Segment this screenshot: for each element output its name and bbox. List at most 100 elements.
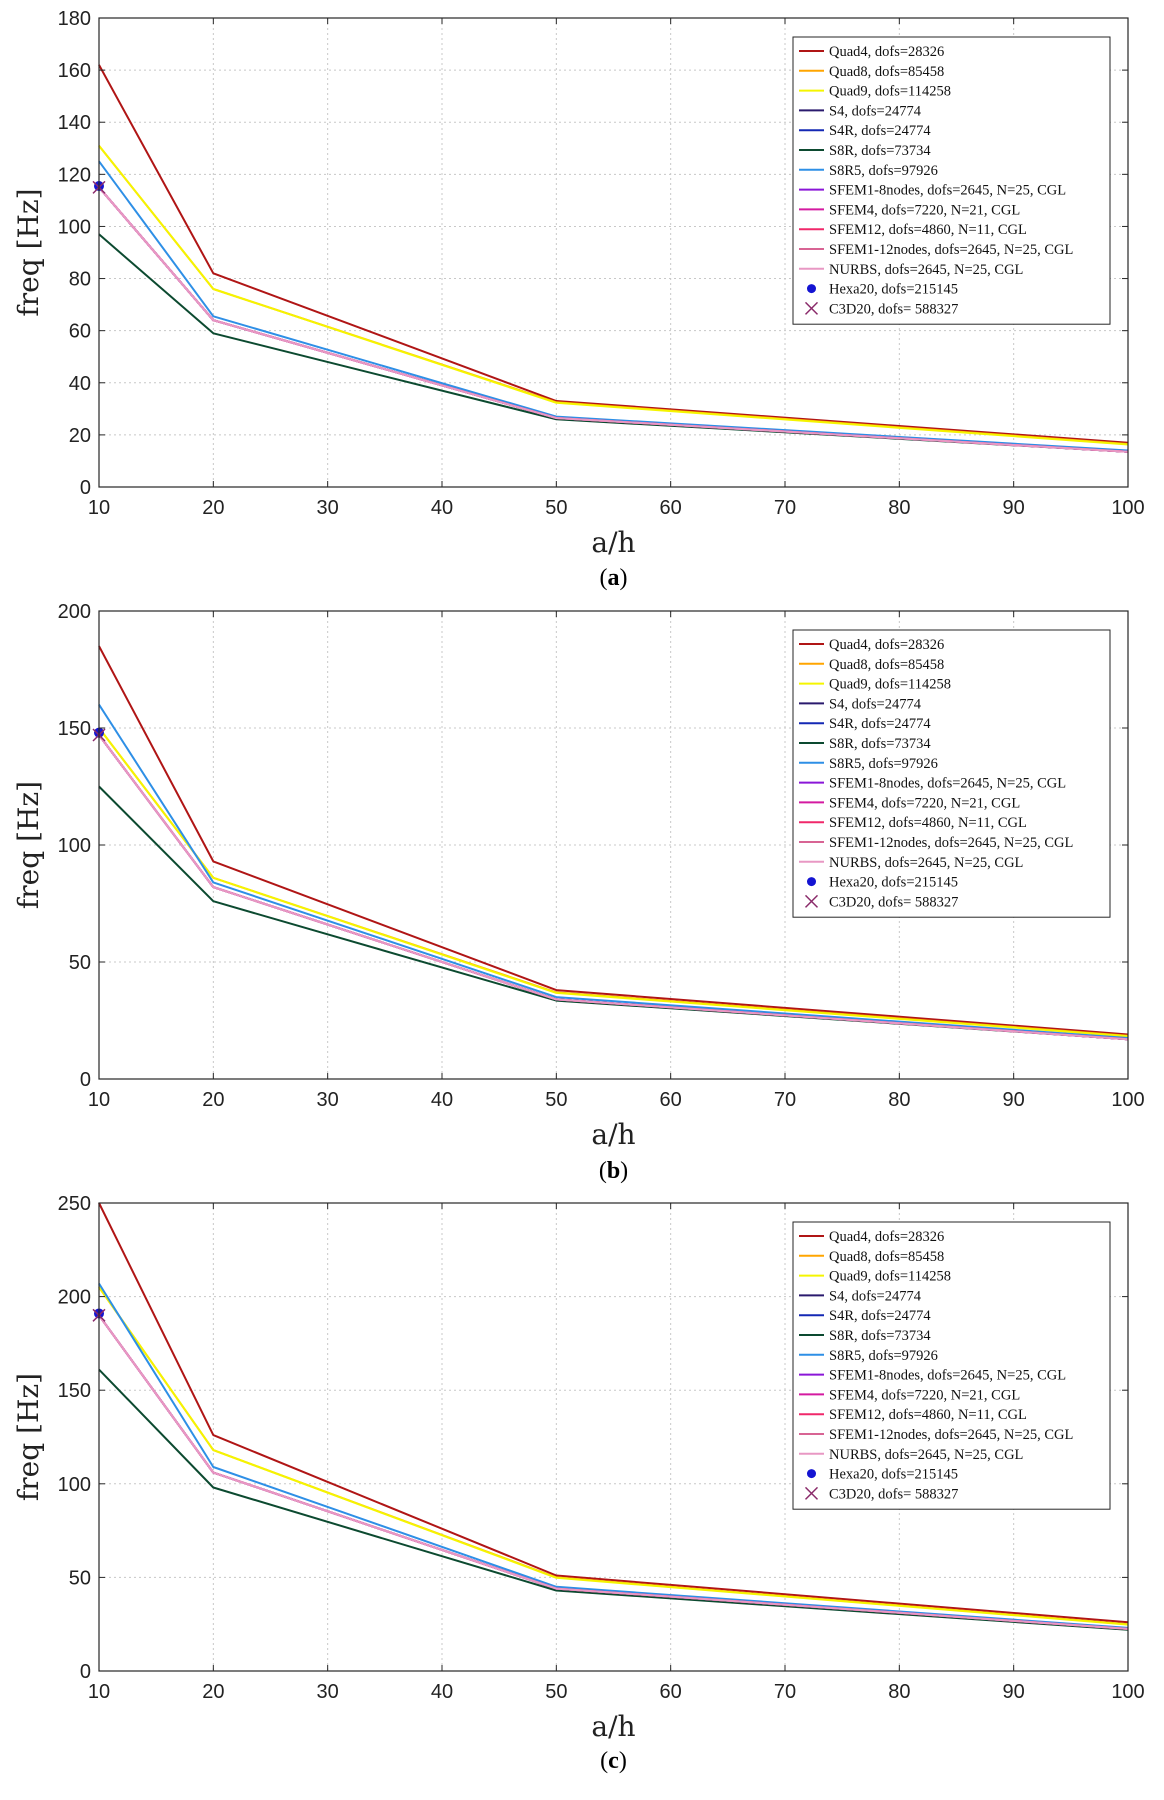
y-tick-label: 200 <box>58 1287 91 1309</box>
x-tick-label: 40 <box>431 1089 453 1111</box>
series-line-2 <box>98 727 1129 1038</box>
legend-entry-label: S8R5, dofs=97926 <box>829 1348 938 1364</box>
x-tick-label: 30 <box>317 1089 339 1111</box>
legend-entry-label: SFEM4, dofs=7220, N=21, CGL <box>829 1387 1020 1403</box>
y-tick-label: 0 <box>80 477 91 499</box>
x-tick-label: 70 <box>774 1681 796 1703</box>
panel-caption-letter: c <box>608 1748 619 1774</box>
y-tick-label: 100 <box>58 835 91 857</box>
legend-entry-label: S4, dofs=24774 <box>829 696 922 712</box>
y-tick-label: 200 <box>58 601 91 623</box>
x-tick-label: 30 <box>317 497 339 519</box>
y-axis-title: freq [Hz] <box>12 1373 45 1501</box>
chart-panel-a: 10 20 30 40 50 60 70 80 90 100 0 20 40 60 80 100 120 140 1… <box>12 8 1145 591</box>
y-tick-label: 50 <box>69 1567 91 1589</box>
x-tick-label: 20 <box>202 497 224 519</box>
y-axis-title: freq [Hz] <box>12 188 45 316</box>
y-tick-label: 150 <box>58 718 91 740</box>
chart-panel-c: 10 20 30 40 50 60 70 80 90 100 0 50 100 150 200 250 a/h f… <box>12 1193 1145 1774</box>
legend-entry-label: S4R, dofs=24774 <box>829 123 931 139</box>
y-tick-label: 100 <box>58 1474 91 1496</box>
x-tick-label: 40 <box>431 497 453 519</box>
legend-entry-label: Hexa20, dofs=215145 <box>829 282 958 298</box>
legend-entry-label: C3D20, dofs= 588327 <box>829 894 958 910</box>
x-tick-label: 30 <box>317 1681 339 1703</box>
y-tick-label: 40 <box>69 373 91 395</box>
x-tick-label: 80 <box>888 1681 910 1703</box>
legend-entry-label: S8R5, dofs=97926 <box>829 163 938 179</box>
legend-entry-label: Quad4, dofs=28326 <box>829 637 944 653</box>
series-line-6 <box>98 160 1129 452</box>
y-tick-label: 60 <box>69 321 91 343</box>
series-line-6 <box>98 1282 1129 1629</box>
legend-entry-label: SFEM12, dofs=4860, N=11, CGL <box>829 815 1027 831</box>
legend-entry-label: NURBS, dofs=2645, N=25, CGL <box>829 855 1023 871</box>
series-line-5 <box>98 1368 1129 1631</box>
legend-entry-label: S8R, dofs=73734 <box>829 143 931 159</box>
series-line-0 <box>98 1202 1129 1624</box>
x-tick-label: 80 <box>888 497 910 519</box>
x-tick-label: 20 <box>202 1681 224 1703</box>
legend-box <box>792 36 1111 325</box>
series-line-0 <box>98 645 1129 1036</box>
legend-entry-label: Quad8, dofs=85458 <box>829 64 944 80</box>
x-tick-label: 10 <box>88 1089 110 1111</box>
x-tick-label: 100 <box>1111 1089 1144 1111</box>
legend-swatch-dot <box>807 1469 816 1479</box>
y-tick-label: 160 <box>58 60 91 82</box>
legend-entry-label: S4, dofs=24774 <box>829 1288 922 1304</box>
x-tick-label: 70 <box>774 1089 796 1111</box>
y-tick-label: 140 <box>58 112 91 134</box>
legend-entry-label: Quad4, dofs=28326 <box>829 44 944 60</box>
y-axis-title: freq [Hz] <box>12 781 45 909</box>
panel-caption-letter: a <box>608 565 620 591</box>
x-tick-label: 60 <box>660 1681 682 1703</box>
legend-entry-label: S8R5, dofs=97926 <box>829 756 938 772</box>
x-tick-label: 50 <box>545 1089 567 1111</box>
legend-entry-label: SFEM1-8nodes, dofs=2645, N=25, CGL <box>829 1368 1066 1384</box>
legend-entry-label: NURBS, dofs=2645, N=25, CGL <box>829 1447 1023 1463</box>
series-line-11 <box>98 186 1129 453</box>
legend-entry-label: NURBS, dofs=2645, N=25, CGL <box>829 262 1023 278</box>
legend-box <box>792 1221 1111 1510</box>
legend-entry-label: Quad8, dofs=85458 <box>829 1249 944 1265</box>
legend-entry-label: S4, dofs=24774 <box>829 103 922 119</box>
series-line-2 <box>98 1286 1129 1626</box>
legend-swatch-cross <box>804 894 819 908</box>
legend-entry-label: SFEM4, dofs=7220, N=21, CGL <box>829 795 1020 811</box>
legend: Quad4, dofs=28326 Quad8, dofs=85458 Quad9,… <box>792 1221 1111 1510</box>
legend-entry-label: C3D20, dofs= 588327 <box>829 1486 958 1502</box>
x-tick-label: 20 <box>202 1089 224 1111</box>
y-tick-label: 180 <box>58 8 91 30</box>
x-axis-title: a/h <box>591 1710 635 1743</box>
legend-entry-label: Hexa20, dofs=215145 <box>829 1467 958 1483</box>
legend-entry-label: SFEM12, dofs=4860, N=11, CGL <box>829 222 1027 238</box>
legend-entry-label: S8R, dofs=73734 <box>829 1328 931 1344</box>
legend-entry-label: Quad9, dofs=114258 <box>829 84 951 100</box>
axes-box <box>98 17 1129 488</box>
legend-entry-label: SFEM12, dofs=4860, N=11, CGL <box>829 1407 1027 1423</box>
series-line-11 <box>98 1314 1129 1630</box>
panel-caption: (b) <box>599 1158 628 1184</box>
legend: Quad4, dofs=28326 Quad8, dofs=85458 Quad9,… <box>792 629 1111 918</box>
y-tick-label: 150 <box>58 1380 91 1402</box>
legend-swatch-cross <box>804 1486 819 1500</box>
legend-box <box>792 629 1111 918</box>
x-tick-label: 90 <box>1003 1681 1025 1703</box>
legend-swatch-dot <box>807 284 816 294</box>
legend-entry-label: Quad9, dofs=114258 <box>829 1269 951 1285</box>
y-tick-label: 20 <box>69 425 91 447</box>
x-tick-label: 100 <box>1111 497 1144 519</box>
x-tick-label: 10 <box>88 1681 110 1703</box>
legend: Quad4, dofs=28326 Quad8, dofs=85458 Quad9,… <box>792 36 1111 325</box>
legend-entry-label: S4R, dofs=24774 <box>829 716 931 732</box>
y-tick-label: 80 <box>69 269 91 291</box>
legend-entry-label: Quad9, dofs=114258 <box>829 677 951 693</box>
legend-swatch-dot <box>807 877 816 887</box>
legend-entry-label: SFEM1-8nodes, dofs=2645, N=25, CGL <box>829 183 1066 199</box>
y-tick-label: 120 <box>58 164 91 186</box>
y-tick-label: 100 <box>58 216 91 238</box>
series-line-2 <box>98 145 1129 446</box>
series-line-6 <box>98 704 1129 1039</box>
